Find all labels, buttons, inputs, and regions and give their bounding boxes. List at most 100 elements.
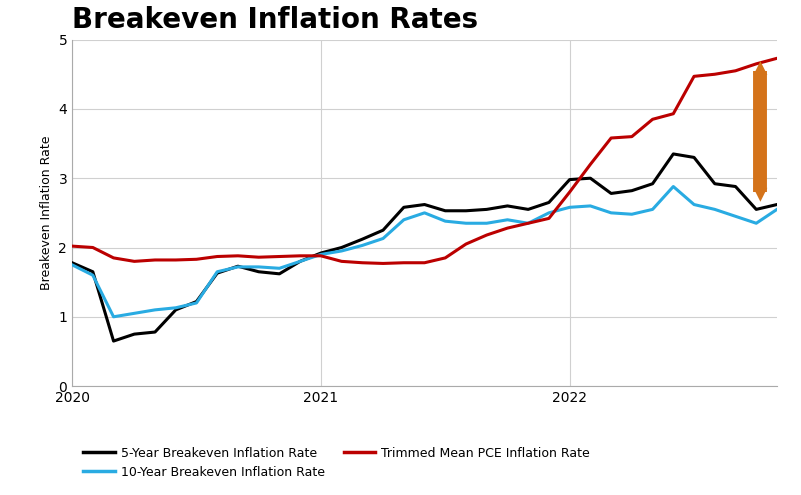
Trimmed Mean PCE Inflation Rate <box>316 253 326 259</box>
10-Year Breakeven Inflation Rate <box>399 217 409 223</box>
5-Year Breakeven Inflation Rate <box>296 258 305 264</box>
Trimmed Mean PCE Inflation Rate <box>67 243 77 249</box>
10-Year Breakeven Inflation Rate <box>151 307 160 313</box>
5-Year Breakeven Inflation Rate <box>648 181 658 187</box>
5-Year Breakeven Inflation Rate <box>109 338 119 344</box>
Trimmed Mean PCE Inflation Rate <box>336 258 346 264</box>
Trimmed Mean PCE Inflation Rate <box>357 260 367 266</box>
10-Year Breakeven Inflation Rate <box>689 201 698 207</box>
10-Year Breakeven Inflation Rate <box>254 264 264 270</box>
Trimmed Mean PCE Inflation Rate <box>296 253 305 259</box>
10-Year Breakeven Inflation Rate <box>441 218 450 224</box>
Y-axis label: Breakeven Inflation Rate: Breakeven Inflation Rate <box>40 136 53 290</box>
10-Year Breakeven Inflation Rate <box>357 243 367 248</box>
5-Year Breakeven Inflation Rate <box>171 307 180 313</box>
5-Year Breakeven Inflation Rate <box>316 250 326 256</box>
Text: Breakeven Inflation Rates: Breakeven Inflation Rates <box>72 6 478 35</box>
Trimmed Mean PCE Inflation Rate <box>627 134 637 140</box>
Trimmed Mean PCE Inflation Rate <box>171 257 180 263</box>
10-Year Breakeven Inflation Rate <box>130 310 139 316</box>
5-Year Breakeven Inflation Rate <box>420 201 429 207</box>
10-Year Breakeven Inflation Rate <box>109 314 119 320</box>
Trimmed Mean PCE Inflation Rate <box>731 68 740 74</box>
5-Year Breakeven Inflation Rate <box>461 208 471 214</box>
Trimmed Mean PCE Inflation Rate <box>88 245 98 250</box>
10-Year Breakeven Inflation Rate <box>67 262 77 268</box>
10-Year Breakeven Inflation Rate <box>316 251 326 257</box>
5-Year Breakeven Inflation Rate <box>357 236 367 242</box>
10-Year Breakeven Inflation Rate <box>503 217 513 223</box>
Trimmed Mean PCE Inflation Rate <box>399 260 409 266</box>
5-Year Breakeven Inflation Rate <box>482 206 492 212</box>
Trimmed Mean PCE Inflation Rate <box>233 253 243 259</box>
Line: 5-Year Breakeven Inflation Rate: 5-Year Breakeven Inflation Rate <box>72 154 777 341</box>
5-Year Breakeven Inflation Rate <box>772 201 782 207</box>
Trimmed Mean PCE Inflation Rate <box>544 215 553 221</box>
Trimmed Mean PCE Inflation Rate <box>109 255 119 261</box>
5-Year Breakeven Inflation Rate <box>275 271 284 277</box>
10-Year Breakeven Inflation Rate <box>751 220 761 226</box>
Trimmed Mean PCE Inflation Rate <box>689 73 698 79</box>
5-Year Breakeven Inflation Rate <box>751 206 761 212</box>
5-Year Breakeven Inflation Rate <box>544 199 553 205</box>
5-Year Breakeven Inflation Rate <box>399 204 409 210</box>
10-Year Breakeven Inflation Rate <box>191 300 201 306</box>
10-Year Breakeven Inflation Rate <box>296 258 305 264</box>
10-Year Breakeven Inflation Rate <box>586 203 595 209</box>
Trimmed Mean PCE Inflation Rate <box>586 161 595 167</box>
10-Year Breakeven Inflation Rate <box>731 213 740 219</box>
10-Year Breakeven Inflation Rate <box>710 206 719 212</box>
5-Year Breakeven Inflation Rate <box>523 206 533 212</box>
10-Year Breakeven Inflation Rate <box>627 211 637 217</box>
5-Year Breakeven Inflation Rate <box>151 329 160 335</box>
Trimmed Mean PCE Inflation Rate <box>710 71 719 77</box>
10-Year Breakeven Inflation Rate <box>523 220 533 226</box>
Legend: 5-Year Breakeven Inflation Rate, 10-Year Breakeven Inflation Rate, Trimmed Mean : 5-Year Breakeven Inflation Rate, 10-Year… <box>78 442 595 484</box>
5-Year Breakeven Inflation Rate <box>88 269 98 275</box>
5-Year Breakeven Inflation Rate <box>212 270 222 276</box>
5-Year Breakeven Inflation Rate <box>130 331 139 337</box>
5-Year Breakeven Inflation Rate <box>378 227 388 233</box>
5-Year Breakeven Inflation Rate <box>689 154 698 160</box>
10-Year Breakeven Inflation Rate <box>378 236 388 242</box>
10-Year Breakeven Inflation Rate <box>336 248 346 254</box>
Trimmed Mean PCE Inflation Rate <box>441 255 450 261</box>
Trimmed Mean PCE Inflation Rate <box>212 253 222 259</box>
Trimmed Mean PCE Inflation Rate <box>254 254 264 260</box>
10-Year Breakeven Inflation Rate <box>233 264 243 270</box>
5-Year Breakeven Inflation Rate <box>565 177 574 183</box>
10-Year Breakeven Inflation Rate <box>565 204 574 210</box>
Trimmed Mean PCE Inflation Rate <box>523 220 533 226</box>
Line: 10-Year Breakeven Inflation Rate: 10-Year Breakeven Inflation Rate <box>72 187 777 317</box>
5-Year Breakeven Inflation Rate <box>503 203 513 209</box>
Trimmed Mean PCE Inflation Rate <box>378 260 388 266</box>
10-Year Breakeven Inflation Rate <box>171 305 180 311</box>
Trimmed Mean PCE Inflation Rate <box>606 135 616 141</box>
Trimmed Mean PCE Inflation Rate <box>420 260 429 266</box>
10-Year Breakeven Inflation Rate <box>482 220 492 226</box>
5-Year Breakeven Inflation Rate <box>191 298 201 304</box>
Trimmed Mean PCE Inflation Rate <box>565 189 574 195</box>
Trimmed Mean PCE Inflation Rate <box>275 253 284 259</box>
5-Year Breakeven Inflation Rate <box>441 208 450 214</box>
5-Year Breakeven Inflation Rate <box>336 245 346 250</box>
5-Year Breakeven Inflation Rate <box>710 181 719 187</box>
5-Year Breakeven Inflation Rate <box>233 263 243 269</box>
Trimmed Mean PCE Inflation Rate <box>482 232 492 238</box>
5-Year Breakeven Inflation Rate <box>731 184 740 190</box>
Trimmed Mean PCE Inflation Rate <box>191 256 201 262</box>
Trimmed Mean PCE Inflation Rate <box>151 257 160 263</box>
Trimmed Mean PCE Inflation Rate <box>130 258 139 264</box>
10-Year Breakeven Inflation Rate <box>420 210 429 216</box>
5-Year Breakeven Inflation Rate <box>67 260 77 266</box>
10-Year Breakeven Inflation Rate <box>772 206 782 212</box>
10-Year Breakeven Inflation Rate <box>606 210 616 216</box>
Trimmed Mean PCE Inflation Rate <box>669 111 678 117</box>
10-Year Breakeven Inflation Rate <box>212 269 222 275</box>
Trimmed Mean PCE Inflation Rate <box>772 55 782 61</box>
Trimmed Mean PCE Inflation Rate <box>503 225 513 231</box>
10-Year Breakeven Inflation Rate <box>669 184 678 190</box>
5-Year Breakeven Inflation Rate <box>606 191 616 197</box>
5-Year Breakeven Inflation Rate <box>586 175 595 181</box>
Line: Trimmed Mean PCE Inflation Rate: Trimmed Mean PCE Inflation Rate <box>72 58 777 263</box>
